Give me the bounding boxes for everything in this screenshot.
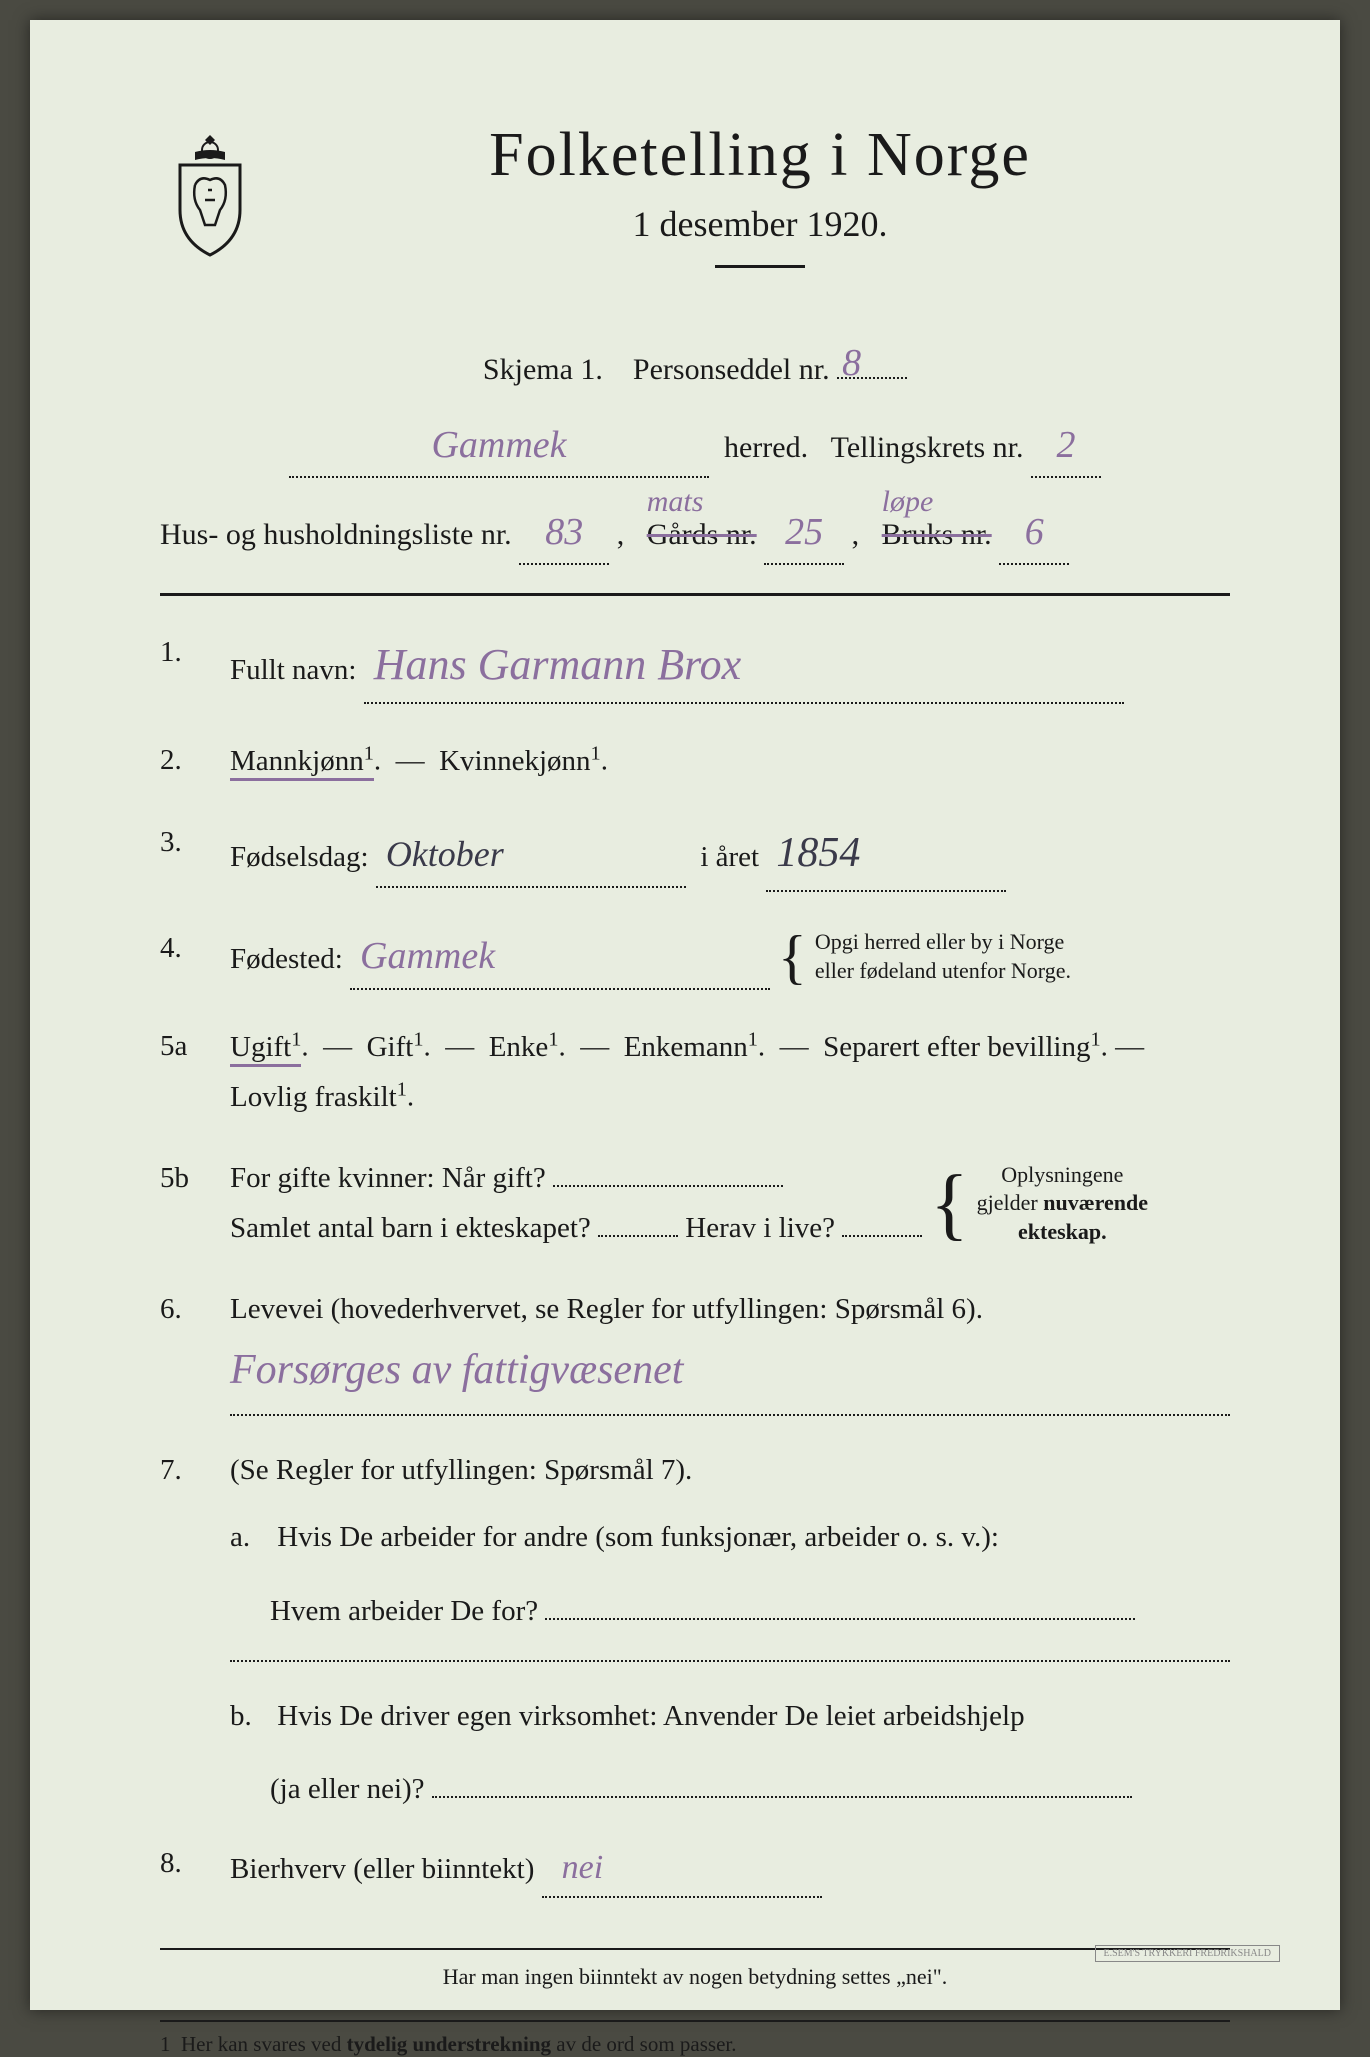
q3-value: Oktober — [386, 834, 504, 874]
q7-label: (Se Regler for utfyllingen: Spørsmål 7). — [230, 1454, 692, 1486]
q7a-text2: Hvem arbeider De for? — [270, 1595, 538, 1627]
footnote-divider — [160, 2020, 1230, 2022]
q5a-enkemann: Enkemann1 — [624, 1031, 758, 1063]
dotted-line — [230, 1660, 1230, 1662]
q7b-text1: Hvis De driver egen virksomhet: Anvender… — [277, 1700, 1024, 1732]
q7b: b. Hvis De driver egen virksomhet: Anven… — [160, 1692, 1230, 1741]
herred-value: Gammek — [431, 424, 566, 466]
q2-num: 2. — [160, 736, 230, 786]
q7-num: 7. — [160, 1446, 230, 1495]
q8-value: nei — [562, 1849, 604, 1886]
printer-mark: E.SEM'S TRYKKERI FREDRIKSHALD — [1095, 1945, 1280, 1962]
hus-label: Hus- og husholdningsliste nr. — [160, 518, 512, 551]
q2-kvinne: Kvinnekjønn1 — [439, 745, 601, 777]
coat-of-arms-icon — [160, 130, 260, 265]
q5b: 5b For gifte kvinner: Når gift? Samlet a… — [160, 1154, 1230, 1253]
q3: 3. Fødselsdag: Oktober i året 1854 — [160, 818, 1230, 891]
gards-value: 25 — [785, 511, 823, 553]
q5a: 5a Ugift1. — Gift1. — Enke1. — Enkemann1… — [160, 1022, 1230, 1122]
skjema-label: Skjema 1. — [483, 353, 603, 386]
q5b-note3: ekteskap. — [1018, 1219, 1107, 1244]
q6-num: 6. — [160, 1285, 230, 1334]
brace-icon: { — [778, 942, 807, 972]
q1: 1. Fullt navn: Hans Garmann Brox — [160, 628, 1230, 705]
bruks-value: 6 — [1025, 511, 1044, 553]
personseddel-label: Personseddel nr. — [633, 353, 830, 386]
q4-num: 4. — [160, 924, 230, 991]
header: Folketelling i Norge 1 desember 1920. — [160, 120, 1230, 313]
q5b-label1: For gifte kvinner: Når gift? — [230, 1162, 546, 1194]
lope-note: løpe — [882, 478, 934, 526]
hus-line: Hus- og husholdningsliste nr. 83 , mats … — [160, 502, 1230, 565]
tellingskrets-value: 2 — [1057, 424, 1076, 466]
q5a-fraskilt: Lovlig fraskilt1 — [230, 1081, 407, 1113]
herred-line: Gammek herred. Tellingskrets nr. 2 — [160, 415, 1230, 478]
q7a-line2: Hvem arbeider De for? — [160, 1587, 1230, 1636]
q4-value: Gammek — [360, 935, 495, 977]
q5a-separert: Separert efter bevilling1 — [823, 1031, 1100, 1063]
footnote-num: 1 — [160, 2032, 171, 2056]
dotted-line — [230, 1414, 1230, 1416]
q5a-ugift: Ugift1 — [230, 1031, 301, 1067]
q7b-line2: (ja eller nei)? — [160, 1765, 1230, 1814]
q6-value: Forsørges av fattigvæsenet — [230, 1347, 683, 1393]
tellingskrets-label: Tellingskrets nr. — [831, 431, 1024, 464]
q5b-label3: Herav i live? — [685, 1212, 835, 1244]
q6-label: Levevei (hovederhvervet, se Regler for u… — [230, 1293, 983, 1325]
q3-year: 1854 — [776, 830, 860, 876]
q6: 6. Levevei (hovederhvervet, se Regler fo… — [160, 1285, 1230, 1334]
q4: 4. Fødested: Gammek { Opgi herred eller … — [160, 924, 1230, 991]
q4-note1: Opgi herred eller by i Norge — [815, 929, 1064, 954]
mats-note: mats — [647, 478, 704, 526]
q8-num: 8. — [160, 1839, 230, 1899]
q8: 8. Bierhverv (eller biinntekt) nei — [160, 1839, 1230, 1899]
census-form: Folketelling i Norge 1 desember 1920. Sk… — [30, 20, 1340, 2010]
q4-note2: eller fødeland utenfor Norge. — [815, 958, 1071, 983]
q2: 2. Mannkjønn1. — Kvinnekjønn1. — [160, 736, 1230, 786]
title-divider — [715, 265, 805, 268]
subtitle: 1 desember 1920. — [290, 203, 1230, 245]
personseddel-value: 8 — [842, 341, 861, 385]
footer-divider — [160, 1948, 1230, 1950]
brace-icon: { — [930, 1184, 968, 1224]
q1-label: Fullt navn: — [230, 654, 356, 686]
q2-mann: Mannkjønn1 — [230, 745, 374, 781]
q8-label: Bierhverv (eller biinntekt) — [230, 1853, 534, 1885]
q7b-label: b. — [230, 1692, 270, 1741]
section-divider — [160, 593, 1230, 596]
q5a-gift: Gift1 — [367, 1031, 424, 1063]
q1-value: Hans Garmann Brox — [374, 640, 741, 689]
title-area: Folketelling i Norge 1 desember 1920. — [290, 120, 1230, 313]
hus-value: 83 — [545, 511, 583, 553]
form-header-line: Skjema 1. Personseddel nr. 8 — [160, 353, 1230, 387]
q6-answer: Forsørges av fattigvæsenet — [160, 1346, 1230, 1394]
q3-label: Fødselsdag: — [230, 841, 369, 873]
q4-label: Fødested: — [230, 943, 343, 975]
q5b-num: 5b — [160, 1154, 230, 1253]
q5b-note2: gjelder nuværende — [977, 1190, 1148, 1215]
main-title: Folketelling i Norge — [290, 120, 1230, 191]
q7a-text1: Hvis De arbeider for andre (som funksjon… — [277, 1521, 999, 1553]
q1-num: 1. — [160, 628, 230, 705]
q5b-note1: Oplysningene — [1001, 1162, 1123, 1187]
q7: 7. (Se Regler for utfyllingen: Spørsmål … — [160, 1446, 1230, 1495]
herred-label: herred. — [724, 431, 808, 464]
footer-text: Har man ingen biinntekt av nogen betydni… — [160, 1964, 1230, 1990]
q7a: a. Hvis De arbeider for andre (som funks… — [160, 1513, 1230, 1562]
shield-svg — [160, 130, 260, 260]
q7b-text2: (ja eller nei)? — [270, 1773, 425, 1805]
q3-num: 3. — [160, 818, 230, 891]
q5b-label2: Samlet antal barn i ekteskapet? — [230, 1212, 591, 1244]
q5a-num: 5a — [160, 1022, 230, 1122]
q7a-label: a. — [230, 1513, 270, 1562]
footnote: 1 Her kan svares ved tydelig understrekn… — [160, 2032, 1230, 2057]
q3-year-label: i året — [700, 841, 759, 873]
q5a-enke: Enke1 — [489, 1031, 559, 1063]
